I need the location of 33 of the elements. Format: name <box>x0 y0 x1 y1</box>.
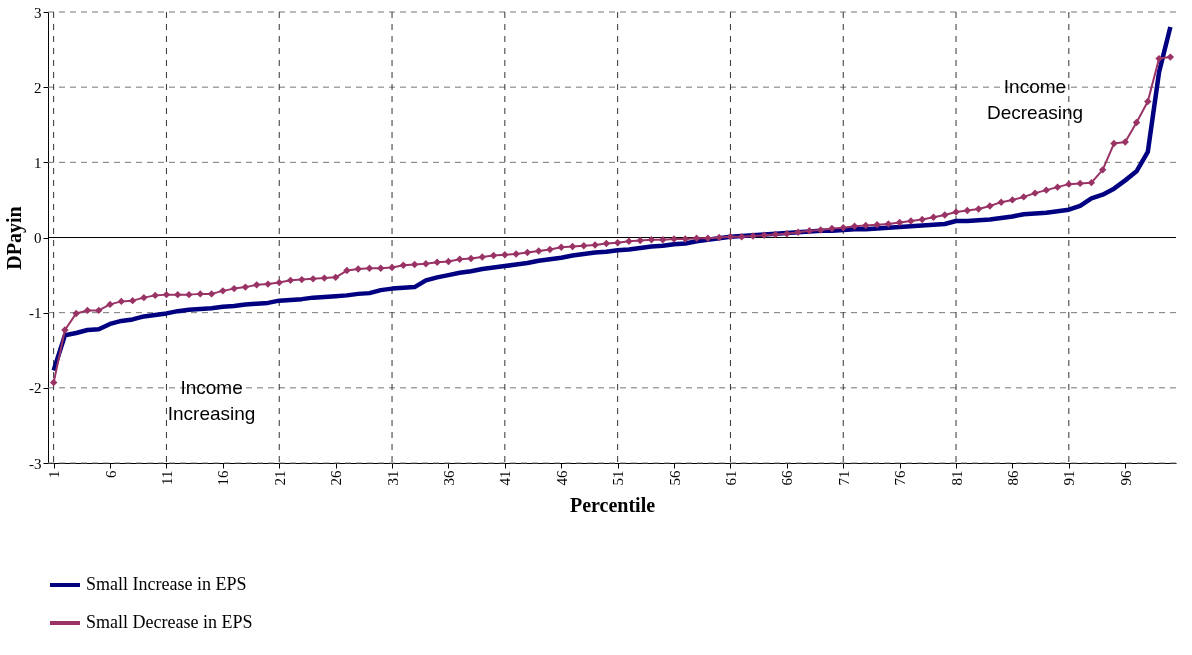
legend-label: Small Decrease in EPS <box>86 612 253 632</box>
legend-label: Small Increase in EPS <box>86 574 247 594</box>
y-tick-label: -2 <box>29 380 42 397</box>
annotation: Income Increasing <box>167 376 256 424</box>
y-tick-label: -1 <box>29 305 42 322</box>
y-tick-label: 2 <box>34 79 42 96</box>
x-tick-label: 51 <box>610 470 627 486</box>
x-tick-label: 21 <box>271 470 288 486</box>
x-tick-label: 91 <box>1061 470 1078 486</box>
x-tick-label: 1 <box>46 470 63 478</box>
y-tick-label: 1 <box>34 154 42 171</box>
x-tick-label: 26 <box>328 470 345 486</box>
x-tick-label: 36 <box>440 470 457 486</box>
x-tick-label: 76 <box>892 470 909 486</box>
annotation: Income Decreasing <box>986 76 1084 124</box>
x-tick-label: 71 <box>835 470 852 486</box>
x-tick-label: 96 <box>1117 470 1134 486</box>
x-tick-label: 56 <box>666 470 683 486</box>
x-tick-label: 46 <box>553 470 570 486</box>
x-tick-label: 61 <box>722 470 739 486</box>
x-tick-label: 6 <box>102 470 119 478</box>
x-tick-label: 31 <box>384 470 401 486</box>
y-tick-label: -3 <box>29 455 42 472</box>
x-axis-title: Percentile <box>569 493 656 516</box>
x-tick-label: 41 <box>497 470 514 486</box>
y-tick-label: 0 <box>34 230 42 246</box>
x-tick-label: 86 <box>1004 470 1021 486</box>
y-axis-title: DPayin <box>3 206 26 270</box>
y-tick-label: 3 <box>34 4 42 21</box>
x-tick-label: 11 <box>158 470 175 485</box>
x-tick-label: 66 <box>779 470 796 486</box>
x-tick-label: 81 <box>948 470 965 486</box>
x-tick-label: 16 <box>215 470 232 486</box>
